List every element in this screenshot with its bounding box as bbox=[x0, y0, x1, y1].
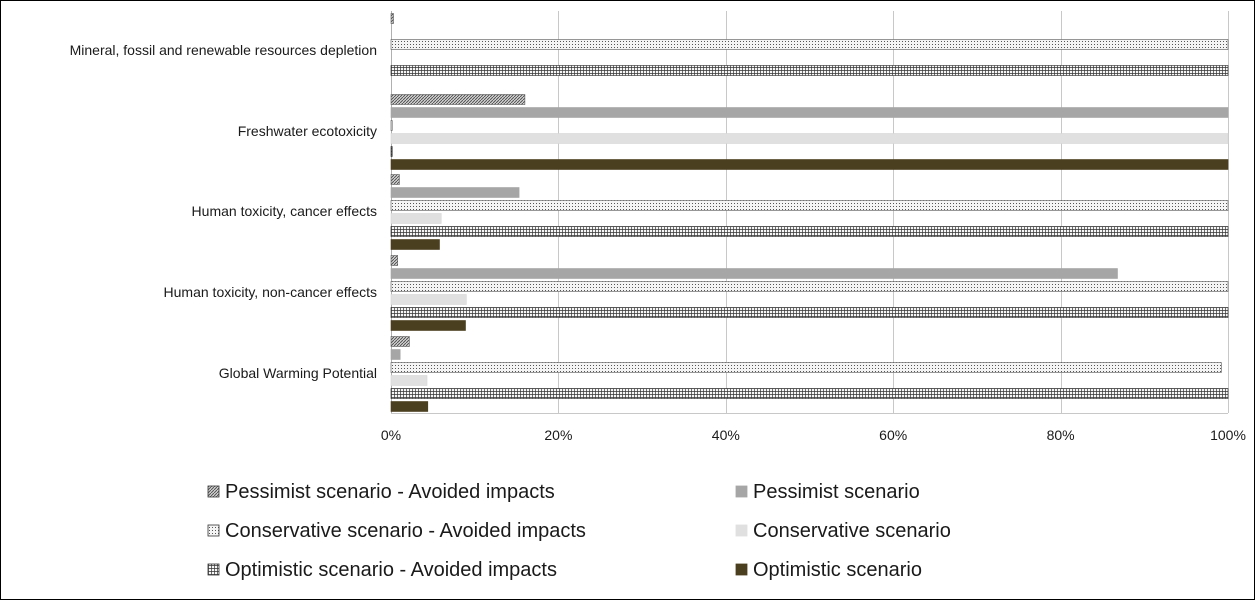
bar-human-toxicity-cancer-ef-series-4 bbox=[390, 213, 442, 224]
bar-global-warming-potential-series-3 bbox=[390, 362, 1222, 373]
bar-mineral-fossil-and-renew-series-3 bbox=[390, 39, 1229, 50]
bar-global-warming-potential-series-4 bbox=[390, 375, 428, 386]
bar-global-warming-potential-series-1 bbox=[390, 336, 410, 347]
category-label-4: Human toxicity, non-cancer effects bbox=[164, 284, 377, 300]
legend-item-4: Conservative scenario bbox=[735, 520, 951, 542]
bar-freshwater-ecotoxicity-series-2 bbox=[390, 107, 1229, 118]
legend-swatch-3 bbox=[207, 524, 220, 537]
bar-mineral-fossil-and-renew-series-1 bbox=[390, 13, 394, 24]
x-tick-label-100pct: 100% bbox=[1210, 427, 1246, 443]
category-labels: Mineral, fossil and renewable resources … bbox=[70, 42, 377, 381]
x-tick-label-0pct: 0% bbox=[381, 427, 401, 443]
bar-human-toxicity-non-cance-series-6 bbox=[390, 320, 466, 331]
bar-freshwater-ecotoxicity-series-6 bbox=[390, 159, 1229, 170]
legend-label-6: Optimistic scenario bbox=[753, 559, 922, 581]
bar-human-toxicity-non-cance-series-2 bbox=[390, 268, 1118, 279]
legend-label-5: Optimistic scenario - Avoided impacts bbox=[225, 559, 557, 581]
legend-label-3: Conservative scenario - Avoided impacts bbox=[225, 520, 586, 542]
x-tick-label-80pct: 80% bbox=[1047, 427, 1075, 443]
legend-swatch-4 bbox=[735, 524, 748, 537]
legend: Pessimist scenario - Avoided impacts Pess… bbox=[207, 481, 951, 581]
legend-swatch-6 bbox=[735, 563, 748, 576]
x-tick-label-60pct: 60% bbox=[879, 427, 907, 443]
category-label-5: Global Warming Potential bbox=[219, 365, 377, 381]
legend-item-2: Pessimist scenario bbox=[735, 481, 920, 503]
bar-human-toxicity-cancer-ef-series-3 bbox=[390, 200, 1229, 211]
bars bbox=[390, 13, 1229, 412]
bar-global-warming-potential-series-2 bbox=[390, 349, 401, 360]
bar-global-warming-potential-series-5 bbox=[390, 388, 1229, 399]
legend-item-1: Pessimist scenario - Avoided impacts bbox=[207, 481, 555, 503]
bar-freshwater-ecotoxicity-series-4 bbox=[390, 133, 1229, 144]
category-label-1: Mineral, fossil and renewable resources … bbox=[70, 42, 377, 58]
legend-item-6: Optimistic scenario bbox=[735, 559, 922, 581]
x-tick-labels: 0% 20% 40% 60% 80% 100% bbox=[381, 427, 1246, 443]
legend-swatch-5 bbox=[207, 563, 220, 576]
x-tick-label-40pct: 40% bbox=[712, 427, 740, 443]
bar-human-toxicity-cancer-ef-series-5 bbox=[390, 226, 1229, 237]
bar-human-toxicity-non-cance-series-1 bbox=[390, 255, 398, 266]
legend-label-1: Pessimist scenario - Avoided impacts bbox=[225, 481, 555, 503]
bar-human-toxicity-non-cance-series-4 bbox=[390, 294, 467, 305]
bar-global-warming-potential-series-6 bbox=[390, 401, 429, 412]
category-label-3: Human toxicity, cancer effects bbox=[192, 203, 377, 219]
bar-human-toxicity-cancer-ef-series-6 bbox=[390, 239, 440, 250]
bar-freshwater-ecotoxicity-series-3 bbox=[390, 120, 393, 131]
category-label-2: Freshwater ecotoxicity bbox=[238, 123, 377, 139]
bar-human-toxicity-non-cance-series-3 bbox=[390, 281, 1229, 292]
bar-freshwater-ecotoxicity-series-5 bbox=[390, 146, 393, 157]
legend-label-4: Conservative scenario bbox=[753, 520, 951, 542]
legend-swatch-2 bbox=[735, 485, 748, 498]
legend-swatch-1 bbox=[207, 485, 220, 498]
legend-item-3: Conservative scenario - Avoided impacts bbox=[207, 520, 586, 542]
bar-mineral-fossil-and-renew-series-5 bbox=[390, 65, 1229, 76]
bar-human-toxicity-cancer-ef-series-1 bbox=[390, 174, 400, 185]
legend-label-2: Pessimist scenario bbox=[753, 481, 920, 503]
legend-item-5: Optimistic scenario - Avoided impacts bbox=[207, 559, 557, 581]
x-tick-label-20pct: 20% bbox=[544, 427, 572, 443]
bar-human-toxicity-non-cance-series-5 bbox=[390, 307, 1229, 318]
bar-human-toxicity-cancer-ef-series-2 bbox=[390, 187, 520, 198]
bar-freshwater-ecotoxicity-series-1 bbox=[390, 94, 526, 105]
